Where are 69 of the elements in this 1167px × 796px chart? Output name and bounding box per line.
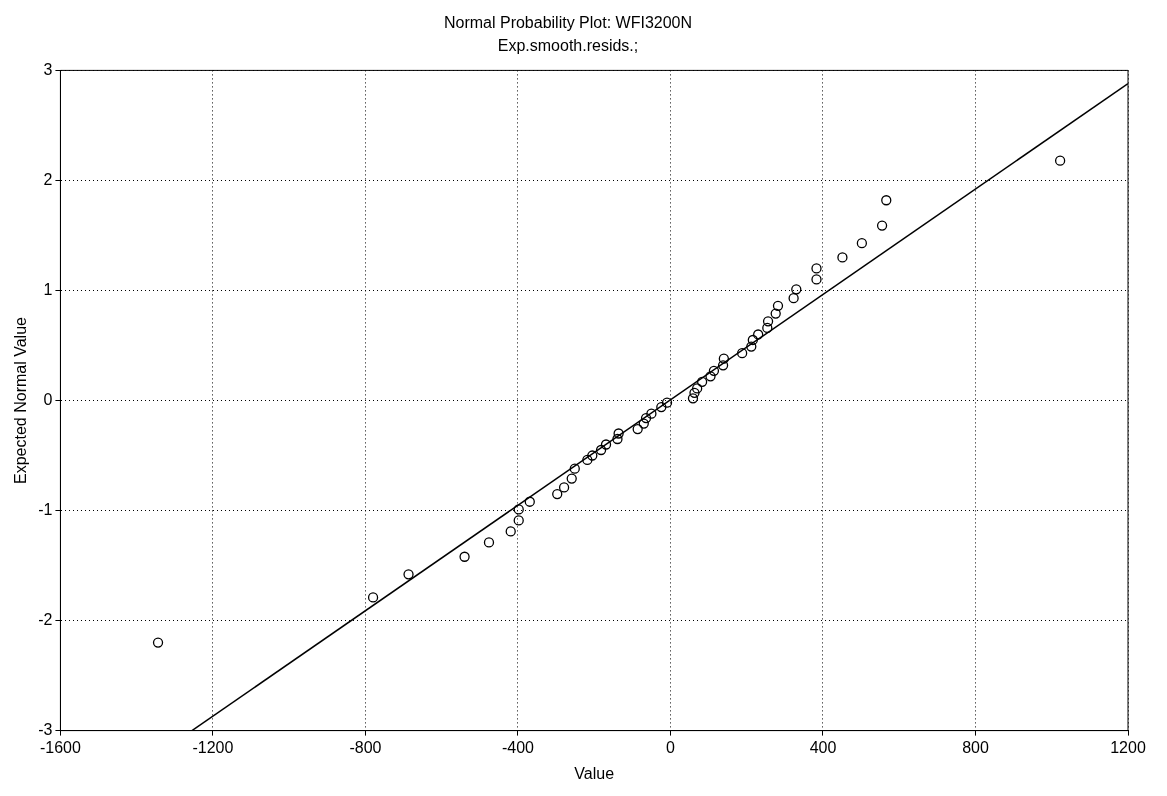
point — [788, 293, 799, 304]
point — [856, 238, 868, 249]
point — [696, 376, 708, 387]
point — [613, 428, 624, 439]
point — [582, 454, 593, 466]
y-tick-label: 1 — [43, 280, 53, 298]
point — [876, 220, 888, 231]
point — [152, 637, 164, 648]
y-axis-title: Expected Normal Value — [12, 316, 30, 484]
x-tick-label: -800 — [349, 738, 382, 756]
y-tick-label: -3 — [38, 721, 53, 739]
chart-subtitle: Exp.smooth.resids.; — [497, 37, 639, 55]
point — [505, 526, 516, 537]
point — [638, 418, 649, 429]
point — [718, 353, 729, 364]
point — [762, 316, 774, 327]
point — [837, 252, 848, 263]
x-axis-title: Value — [574, 764, 615, 782]
point — [689, 387, 700, 398]
point — [632, 423, 643, 435]
point — [459, 551, 470, 562]
point — [587, 450, 598, 461]
x-tick-label: -1200 — [192, 738, 234, 756]
x-tick-label: 800 — [962, 738, 989, 756]
point — [770, 308, 781, 319]
point — [811, 263, 822, 274]
y-tick-label: 0 — [43, 390, 53, 408]
point — [1054, 155, 1066, 166]
point — [811, 274, 822, 285]
point — [612, 433, 623, 445]
point — [513, 504, 524, 515]
point — [717, 360, 729, 371]
y-tick-label: 2 — [43, 170, 53, 188]
point — [753, 329, 764, 340]
point — [595, 444, 607, 456]
x-tick-label: -1600 — [39, 738, 81, 756]
x-tick-label: 400 — [809, 738, 837, 756]
point — [791, 284, 802, 295]
point — [403, 569, 414, 580]
point — [708, 365, 720, 376]
point — [640, 412, 652, 424]
point — [367, 592, 379, 603]
x-tick-label: 0 — [666, 738, 676, 756]
point — [772, 300, 784, 312]
point — [747, 334, 758, 346]
point — [692, 383, 703, 394]
point — [524, 496, 535, 507]
point — [513, 515, 524, 526]
point — [656, 401, 667, 413]
point — [705, 371, 716, 382]
y-tick-label: 3 — [43, 60, 53, 78]
point — [661, 397, 673, 408]
x-tick-label: -400 — [501, 738, 535, 756]
chart-title: Normal Probability Plot: WFI3200N — [443, 14, 693, 32]
point — [600, 439, 612, 450]
point — [646, 408, 657, 419]
point — [881, 195, 892, 206]
point — [569, 463, 580, 474]
point — [558, 482, 570, 493]
y-tick-label: -1 — [38, 500, 53, 518]
point — [566, 473, 577, 484]
x-tick-label: 1200 — [1110, 738, 1146, 756]
point — [762, 322, 773, 334]
point — [687, 393, 699, 404]
y-tick-label: -2 — [38, 610, 53, 628]
point — [483, 537, 495, 548]
point — [746, 341, 757, 352]
point — [737, 348, 748, 359]
point — [552, 488, 563, 500]
